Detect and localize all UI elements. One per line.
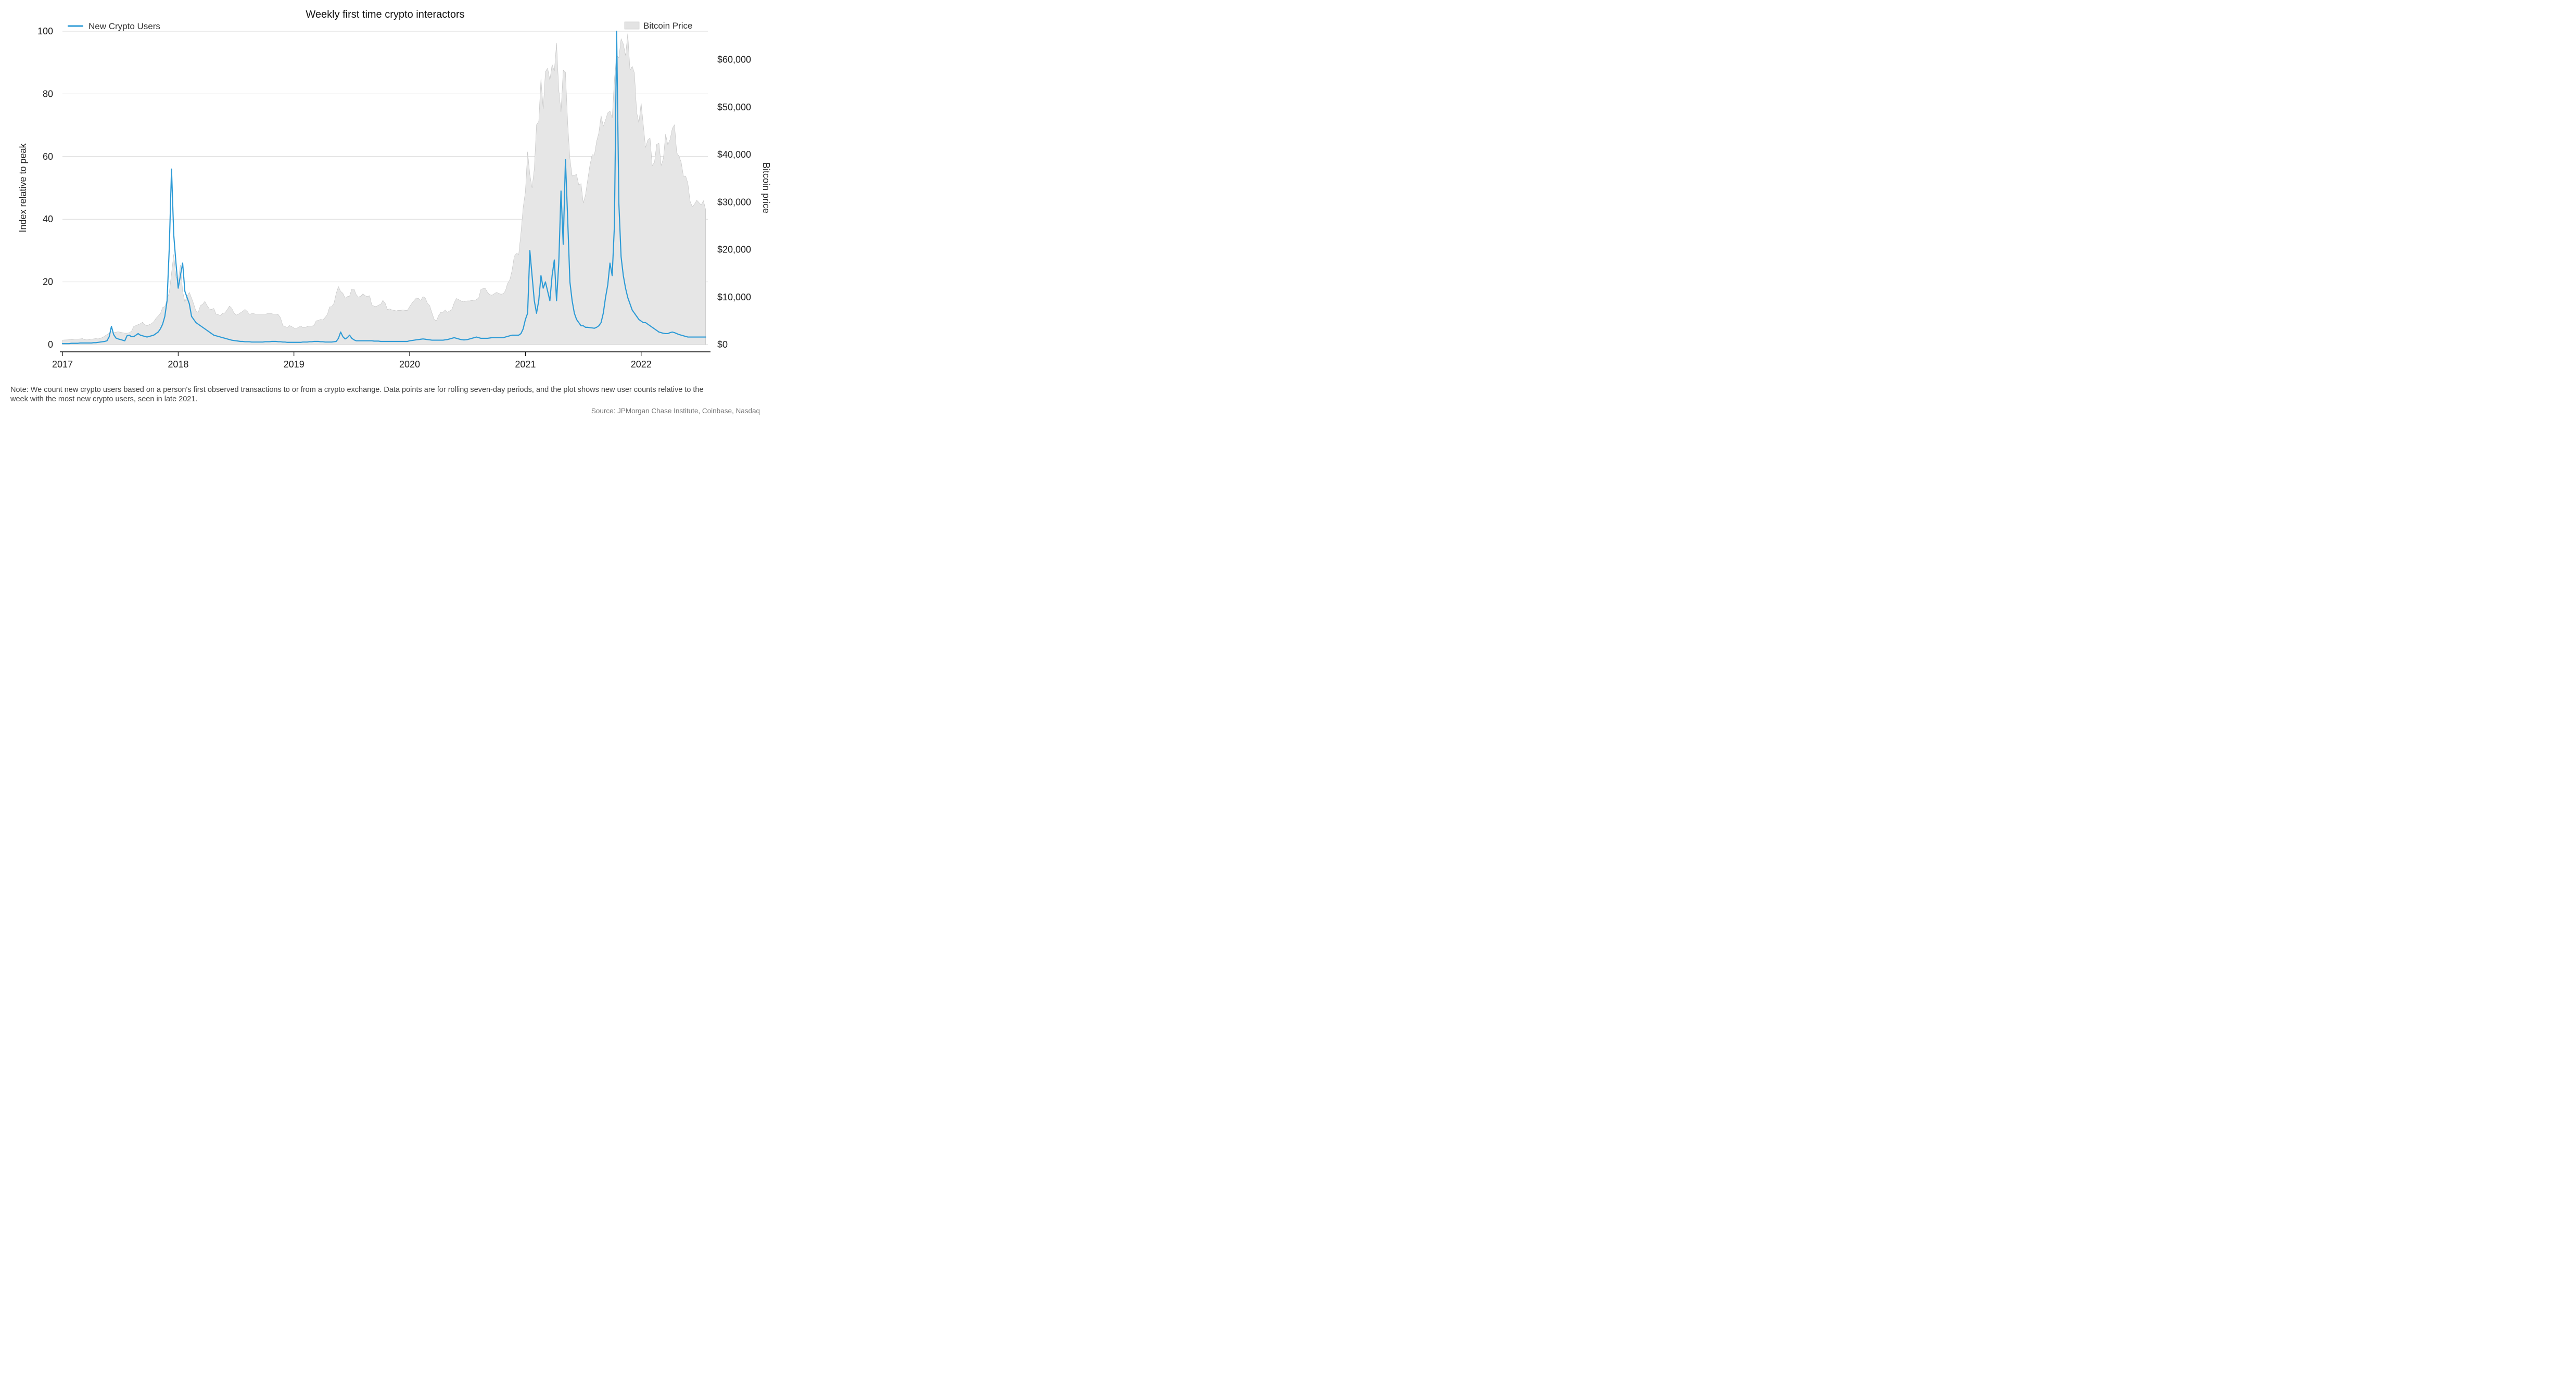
legend-series2-label: Bitcoin Price xyxy=(643,21,692,31)
y2-tick-label: $20,000 xyxy=(717,245,751,255)
chart-title: Weekly first time crypto interactors xyxy=(306,9,464,20)
chart-source: Source: JPMorgan Chase Institute, Coinba… xyxy=(10,407,760,415)
y1-tick-label: 60 xyxy=(43,151,53,162)
y2-tick-label: $10,000 xyxy=(717,292,751,302)
y2-tick-label: $30,000 xyxy=(717,197,751,207)
chart-container: 2017 2018 2019 2020 2021 2022 0 20 40 60 80 100 Inde… xyxy=(0,0,770,425)
chart-notes: Note: We count new crypto users based on… xyxy=(10,385,718,404)
y2-tick-label: $50,000 xyxy=(717,102,751,112)
x-tick-label: 2019 xyxy=(284,359,304,370)
y1-tick-label: 0 xyxy=(48,339,53,350)
y2-axis-label: Bitcoin price xyxy=(761,162,770,213)
y2-tick-label: $60,000 xyxy=(717,55,751,65)
y1-tick-label: 40 xyxy=(43,214,53,224)
y2-tick-label: $40,000 xyxy=(717,149,751,160)
x-tick-label: 2020 xyxy=(399,359,420,370)
x-tick-label: 2021 xyxy=(515,359,536,370)
x-tick-label: 2022 xyxy=(631,359,652,370)
x-tick-label: 2018 xyxy=(168,359,188,370)
y1-tick-label: 20 xyxy=(43,277,53,287)
x-tick-label: 2017 xyxy=(52,359,73,370)
y1-tick-label: 80 xyxy=(43,88,53,99)
legend-area-swatch xyxy=(625,22,639,29)
y2-tick-label: $0 xyxy=(717,339,728,350)
y1-tick-label: 100 xyxy=(37,26,53,36)
y1-axis-label: Index relative to peak xyxy=(18,143,28,232)
legend-series1-label: New Crypto Users xyxy=(88,21,160,31)
chart-svg: 2017 2018 2019 2020 2021 2022 0 20 40 60 80 100 Inde… xyxy=(10,6,770,381)
